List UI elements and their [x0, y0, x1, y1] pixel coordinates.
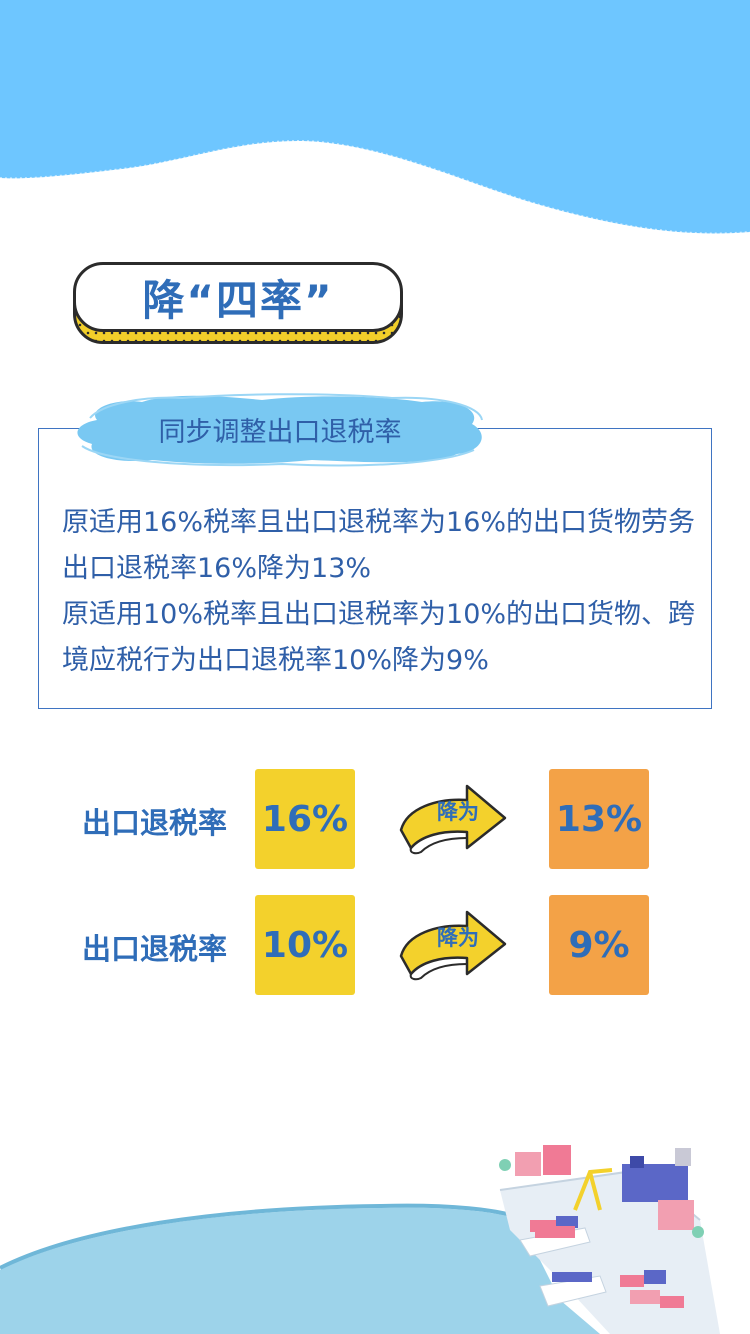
old-rate-box: 10% [255, 895, 355, 995]
new-rate-box: 13% [549, 769, 649, 869]
policy-paragraph: 原适用16%税率且出口退税率为16%的出口货物劳务出口退税率16%降为13% [62, 507, 696, 584]
old-rate-box: 16% [255, 769, 355, 869]
arrow-label: 降为 [437, 800, 479, 824]
crane-icon [573, 1168, 613, 1211]
rate-label: 出口退税率 [82, 932, 228, 966]
arrow-label: 降为 [437, 926, 479, 950]
reduce-arrow: 降为 [397, 782, 509, 856]
tree-icon [499, 1159, 511, 1171]
reduce-arrow: 降为 [397, 908, 509, 982]
tree-icon [692, 1226, 704, 1238]
subhead-title: 同步调整出口退税率 [158, 416, 402, 448]
cargo-ship-icon [519, 1226, 607, 1307]
curved-arrow-icon [399, 910, 507, 981]
new-rate-box: 9% [549, 895, 649, 995]
title-badge: 降“四率” [73, 262, 403, 344]
curved-arrow-icon [399, 784, 507, 855]
harbor-illustration [0, 1145, 720, 1334]
building-icon [515, 1145, 694, 1230]
policy-paragraph: 原适用10%税率且出口退税率为10%的出口货物、跨境应税行为出口退税率10%降为… [62, 599, 696, 676]
policy-text: 原适用16%税率且出口退税率为16%的出口货物劳务出口退税率16%降为13% 原… [62, 500, 702, 684]
subhead-cloud-decoration [77, 393, 483, 467]
rate-label: 出口退税率 [82, 806, 228, 840]
page-title: 降“四率” [73, 262, 403, 332]
top-sky-wave [0, 0, 750, 235]
